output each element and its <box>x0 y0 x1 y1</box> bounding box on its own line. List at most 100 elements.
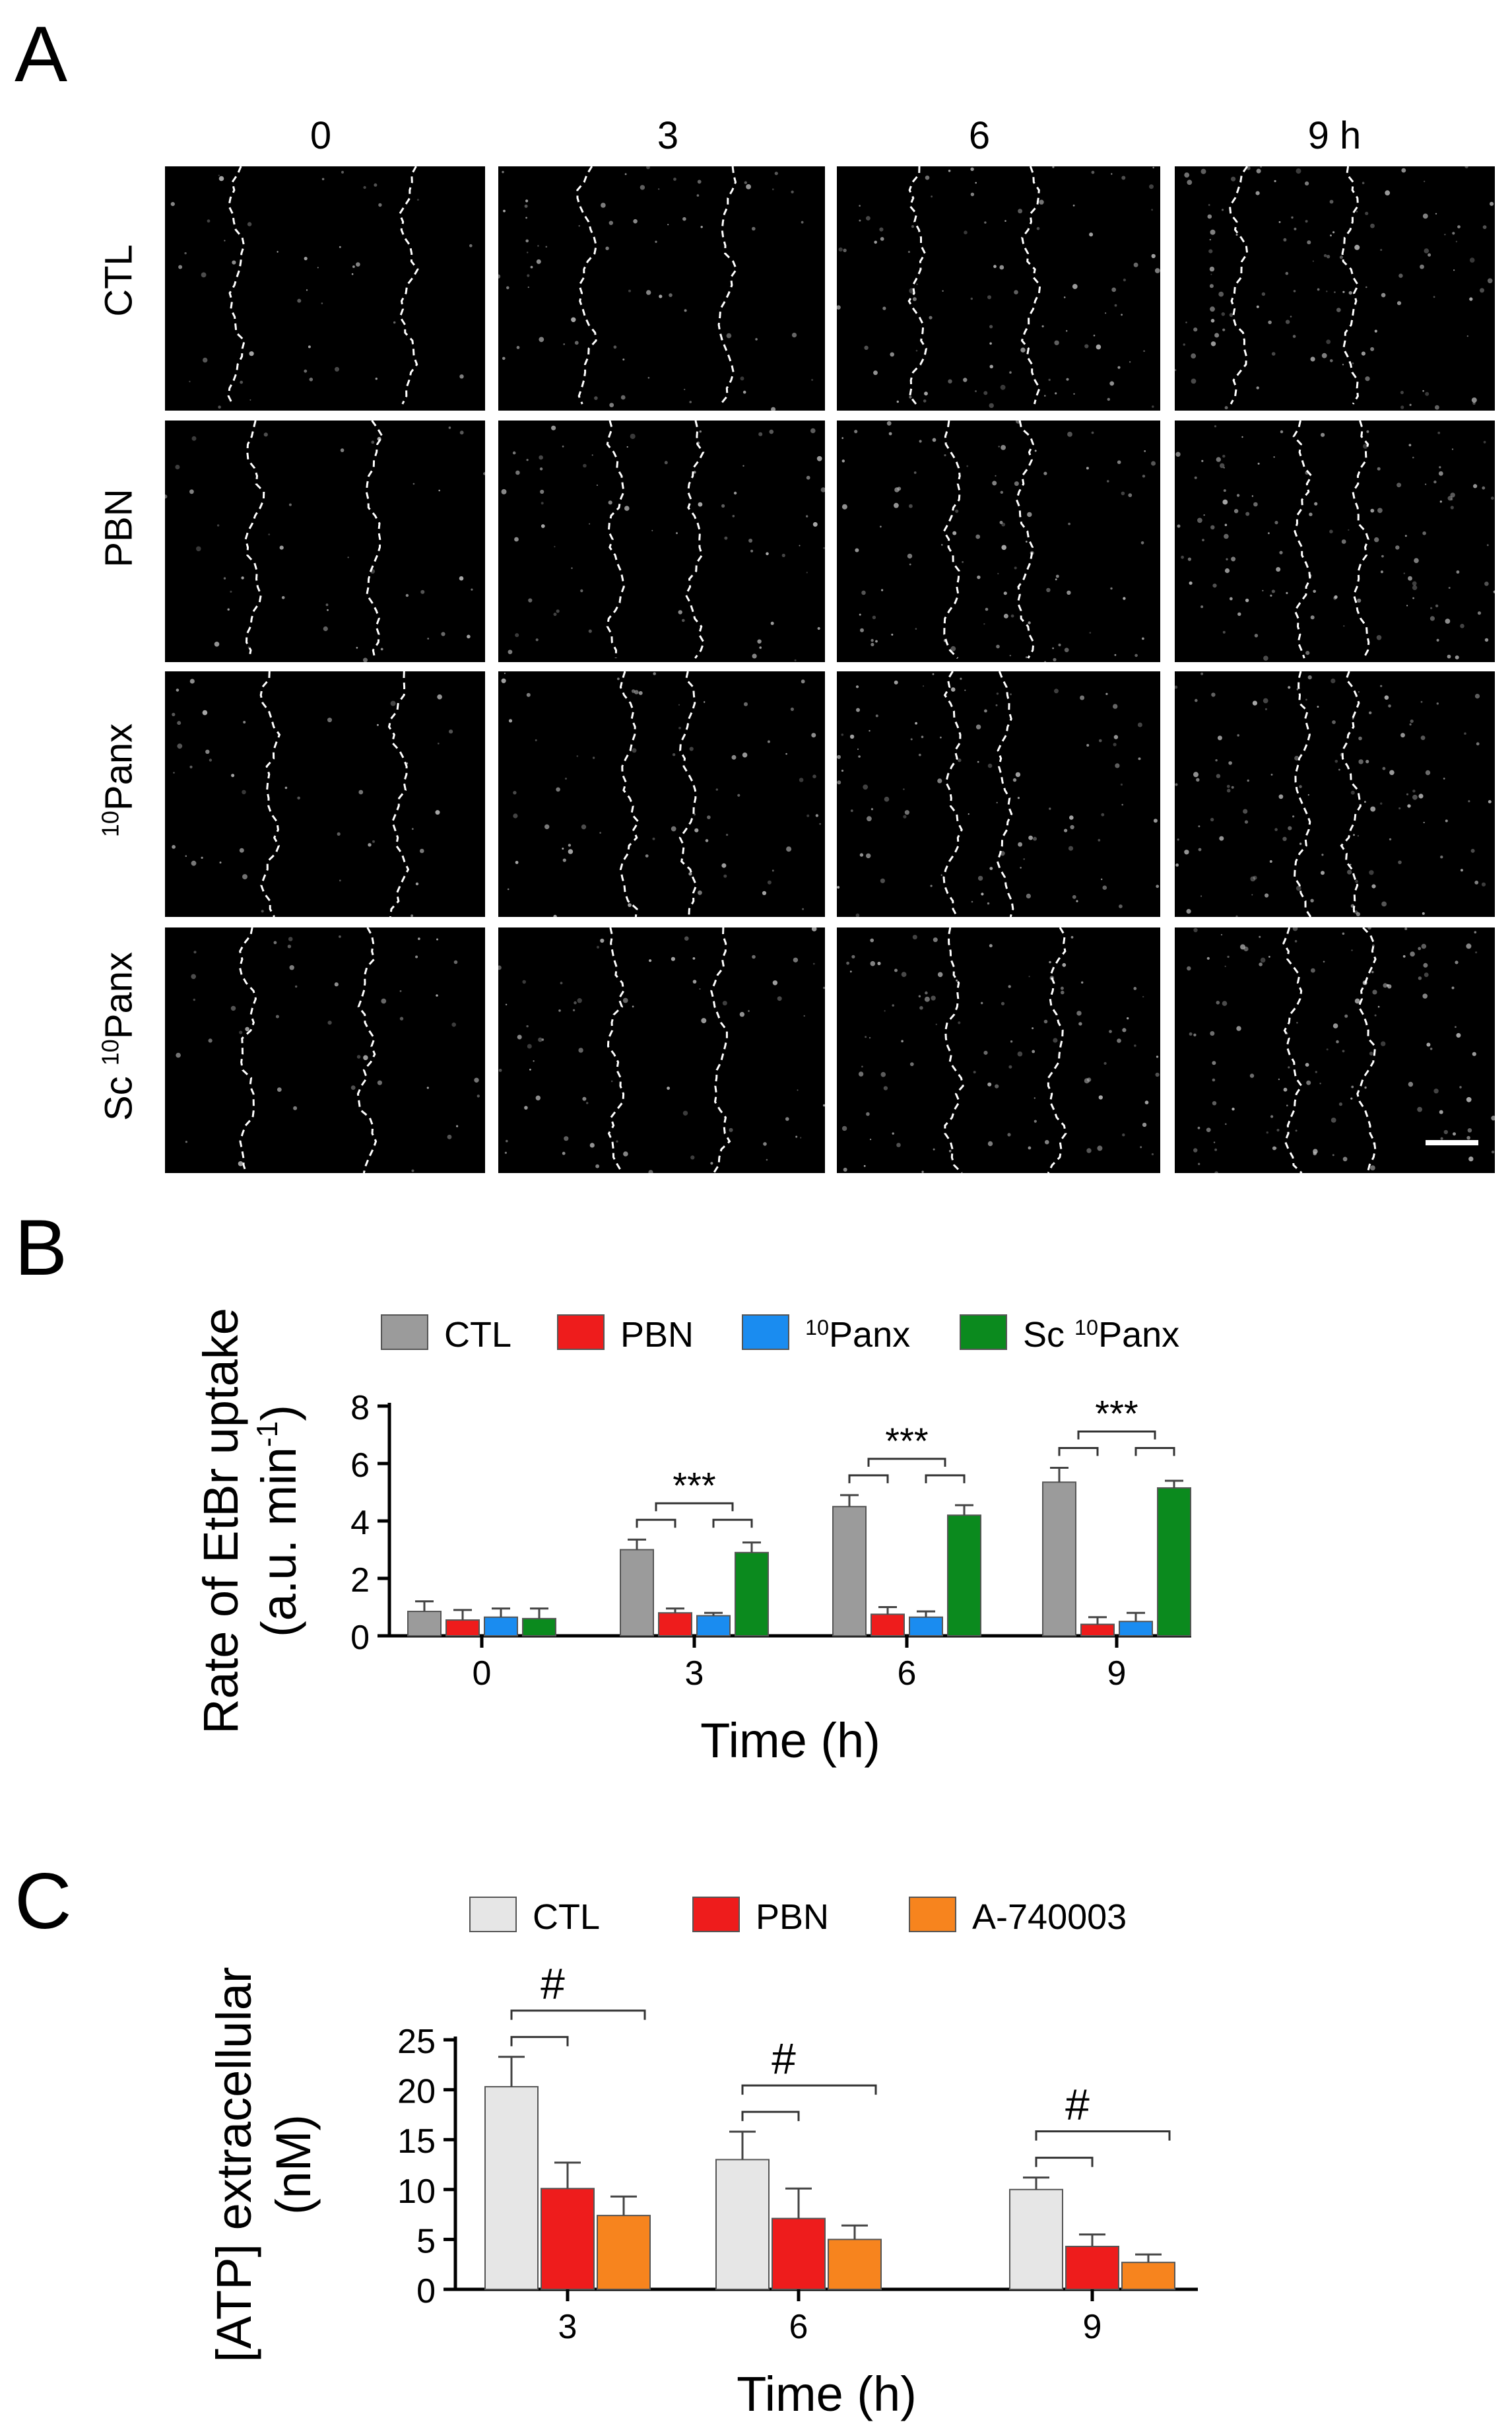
micrograph-cell <box>1175 166 1495 411</box>
bar <box>445 1619 480 1636</box>
legend-swatch <box>742 1314 789 1350</box>
row-label-10panx: 10Panx <box>96 723 141 838</box>
bar <box>407 1611 442 1636</box>
significance-bracket <box>1077 1431 1156 1440</box>
row-label-ctl: CTL <box>97 244 141 317</box>
bar <box>484 1616 518 1637</box>
column-label-0h: 0 <box>310 114 332 157</box>
bar <box>1119 1621 1153 1636</box>
micrograph-cell <box>498 421 825 662</box>
x-tick-label: 6 <box>898 1654 917 1693</box>
significance-label: *** <box>673 1464 715 1506</box>
bar <box>1065 2245 1119 2290</box>
x-tick-label: 9 <box>1107 1654 1127 1693</box>
y-tick-label: 15 <box>397 2122 436 2161</box>
bar <box>735 1551 769 1637</box>
y-tick-label: 6 <box>350 1446 370 1485</box>
x-tick-label: 9 <box>1083 2308 1102 2346</box>
bar <box>1009 2188 1063 2291</box>
bar <box>597 2215 651 2291</box>
significance-bracket <box>741 2110 800 2122</box>
y-axis-label: [ATP] extracellular <box>207 1967 261 2362</box>
legend-label: CTL <box>533 1897 600 1937</box>
bar <box>1042 1481 1076 1636</box>
significance-bracket <box>712 1518 753 1528</box>
bar <box>696 1615 731 1637</box>
micrograph-cell <box>1175 421 1495 662</box>
significance-bracket <box>636 1518 676 1528</box>
legend-swatch <box>469 1897 517 1932</box>
column-label-9h: 9 h <box>1307 114 1362 157</box>
significance-bracket <box>1035 2157 1094 2167</box>
bar <box>522 1617 556 1636</box>
significance-label: *** <box>1095 1393 1138 1434</box>
legend-label: CTL <box>444 1315 511 1355</box>
x-tick-label: 0 <box>473 1654 492 1693</box>
row-label-pbn: PBN <box>97 489 141 568</box>
y-axis-label-units: (nM) <box>266 2114 321 2215</box>
bar <box>1080 1623 1115 1637</box>
significance-label: # <box>772 2034 796 2083</box>
legend-swatch <box>960 1314 1007 1350</box>
significance-bracket <box>925 1474 966 1483</box>
bar <box>715 2159 770 2290</box>
significance-bracket <box>867 1458 946 1467</box>
bar <box>1121 2262 1175 2291</box>
micrograph-cell <box>498 166 825 411</box>
legend-label: PBN <box>620 1315 694 1355</box>
significance-bracket <box>510 2009 646 2020</box>
micrograph-cell <box>498 671 825 917</box>
micrograph-cell <box>837 166 1160 411</box>
micrograph-cell <box>498 927 825 1173</box>
y-tick-label: 0 <box>416 2272 436 2310</box>
legend-label: PBN <box>756 1897 829 1937</box>
micrograph-cell <box>837 671 1160 917</box>
bar <box>947 1514 981 1637</box>
bar <box>620 1549 654 1636</box>
panel-c-letter: C <box>15 1857 72 1945</box>
micrograph-cell <box>165 421 485 662</box>
significance-label: # <box>1065 2080 1090 2129</box>
legend-swatch <box>557 1314 605 1350</box>
y-tick-label: 25 <box>397 2023 436 2061</box>
legend-swatch <box>381 1314 428 1350</box>
legend-label: Sc 10Panx <box>1023 1315 1179 1355</box>
bar <box>772 2217 826 2290</box>
significance-bracket <box>741 2084 877 2095</box>
column-label-3h: 3 <box>657 114 679 157</box>
x-tick-label: 6 <box>789 2308 808 2346</box>
bar <box>909 1616 943 1637</box>
bar <box>658 1612 692 1636</box>
y-tick-label: 10 <box>397 2173 436 2211</box>
panel-a-letter: A <box>15 10 68 98</box>
micrograph-cell <box>1175 927 1495 1173</box>
significance-label: # <box>541 1959 565 2008</box>
legend-swatch <box>909 1897 956 1932</box>
micrograph-cell <box>1175 671 1495 917</box>
bar <box>1157 1487 1191 1637</box>
legend-label: 10Panx <box>805 1315 910 1355</box>
significance-bracket <box>848 1474 889 1483</box>
x-tick-label: 3 <box>558 2308 577 2346</box>
y-tick-label: 20 <box>397 2073 436 2111</box>
micrograph-cell <box>837 421 1160 662</box>
bar <box>484 2086 539 2290</box>
panel-b-letter: B <box>15 1203 68 1292</box>
micrograph-cell <box>165 671 485 917</box>
bar <box>871 1613 905 1636</box>
bar <box>832 1506 867 1636</box>
x-tick-label: 3 <box>685 1654 704 1693</box>
significance-label: *** <box>885 1420 928 1462</box>
row-label-sc-10panx: Sc 10Panx <box>96 951 141 1122</box>
micrograph-cell <box>165 166 485 411</box>
y-tick-label: 5 <box>416 2222 436 2260</box>
column-label-6h: 6 <box>968 114 991 157</box>
significance-bracket <box>1058 1447 1099 1456</box>
micrograph-cell <box>165 927 485 1173</box>
legend-label: A-740003 <box>972 1897 1127 1937</box>
micrograph-cell <box>837 927 1160 1173</box>
bar <box>828 2239 882 2290</box>
y-tick-label: 2 <box>350 1561 370 1600</box>
y-tick-label: 4 <box>350 1504 370 1542</box>
x-axis-label: Time (h) <box>700 1713 880 1768</box>
